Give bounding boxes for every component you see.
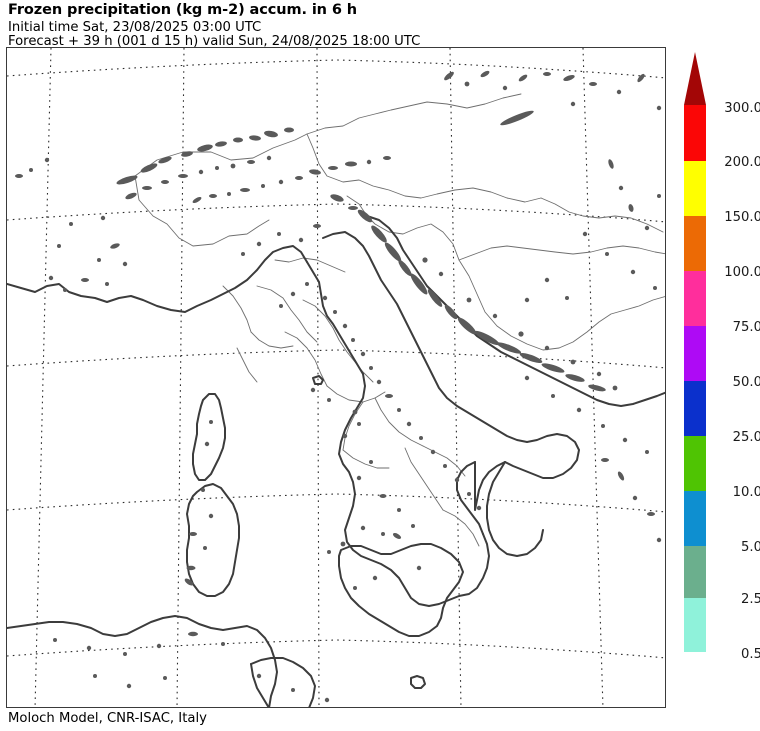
colorbar-band-300 <box>684 105 706 161</box>
colorbar-band-200 <box>684 161 706 216</box>
model-credit-text: Moloch Model, CNR-ISAC, Italy <box>8 711 207 726</box>
colorbar-label-100: 100.0 <box>724 265 760 280</box>
colorbar-band-100 <box>684 271 706 326</box>
colorbar-label-25: 25.0 <box>732 430 760 445</box>
colorbar-label-50: 50.0 <box>732 375 760 390</box>
colorbar-label-10: 10.0 <box>732 485 760 500</box>
colorbar-band-25 <box>684 436 706 491</box>
colorbar-swatches <box>684 52 706 652</box>
map-canvas <box>7 48 665 707</box>
colorbar-label-75: 75.0 <box>732 320 760 335</box>
colorbar-band-5 <box>684 546 706 598</box>
forecast-valid-time-text: Forecast + 39 h (001 d 15 h) valid Sun, … <box>8 34 421 49</box>
colorbar-label-300: 300.0 <box>724 101 760 116</box>
country-borders <box>134 93 665 547</box>
map-panel[interactable] <box>6 47 666 708</box>
colorbar-label-5: 5.0 <box>741 540 760 555</box>
graticule-gridlines <box>7 48 665 707</box>
colorbar-overflow-arrow <box>684 52 706 105</box>
colorbar-label-200: 200.0 <box>724 155 760 170</box>
colorbar-label-150: 150.0 <box>724 210 760 225</box>
colorbar-label-0.5: 0.5 <box>741 647 760 662</box>
colorbar[interactable] <box>684 52 706 652</box>
colorbar-band-75 <box>684 326 706 381</box>
coastlines <box>7 215 665 707</box>
terrain-speckles <box>15 70 662 703</box>
colorbar-band-10 <box>684 491 706 546</box>
page-title: Frozen precipitation (kg m-2) accum. in … <box>8 2 358 18</box>
colorbar-band-150 <box>684 216 706 271</box>
initial-time-text: Initial time Sat, 23/08/2025 03:00 UTC <box>8 20 262 35</box>
colorbar-band-2.5 <box>684 598 706 652</box>
colorbar-band-50 <box>684 381 706 436</box>
colorbar-tick-labels: 300.0 200.0 150.0 100.0 75.0 50.0 25.0 1… <box>718 47 760 667</box>
colorbar-label-2.5: 2.5 <box>741 592 760 607</box>
